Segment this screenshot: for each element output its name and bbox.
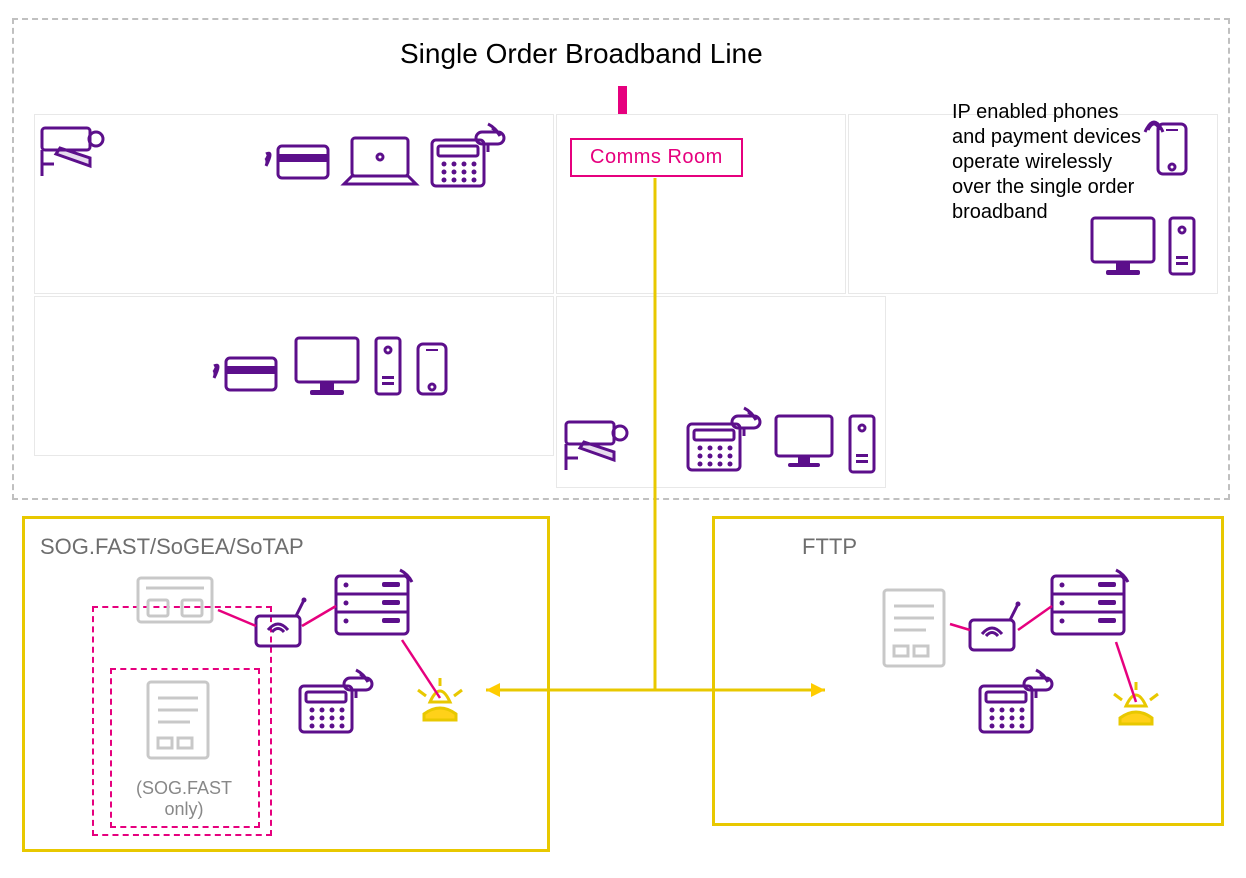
pink-links-right — [0, 0, 1246, 878]
